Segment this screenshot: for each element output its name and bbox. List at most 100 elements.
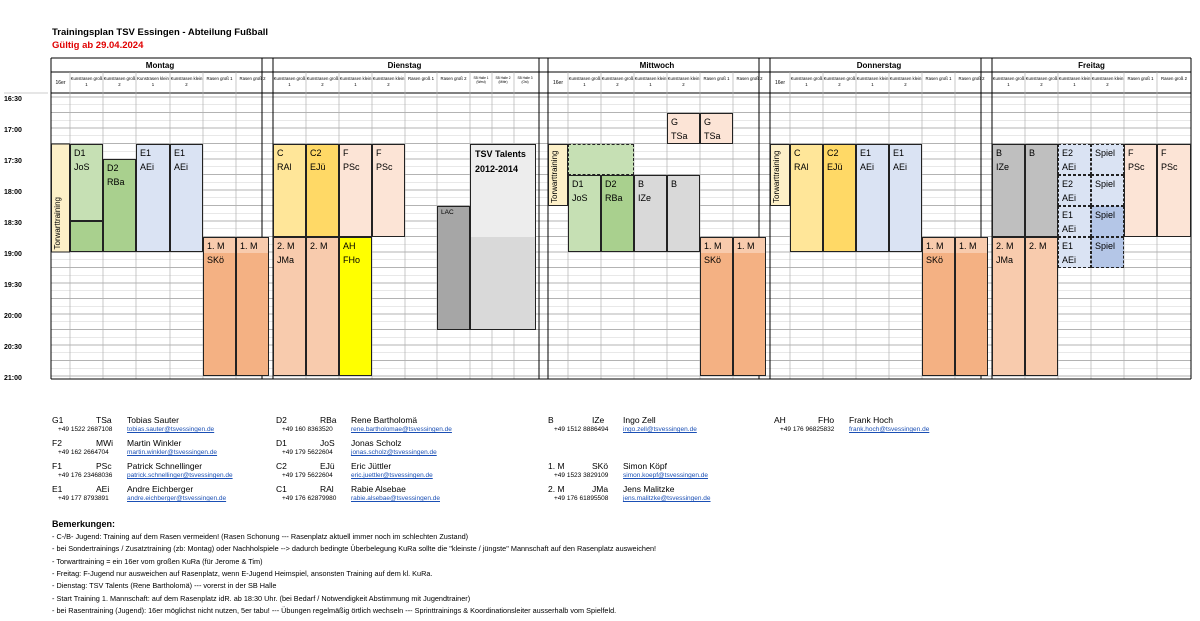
contact-abbreviation: IZe xyxy=(592,415,605,425)
training-block: B xyxy=(667,174,700,252)
contact-email-link[interactable]: jens.malitzke@tsvessingen.de xyxy=(623,495,711,502)
training-block: 1. M SKö xyxy=(700,236,733,376)
contact-email-link[interactable]: andre.eichberger@tsvessingen.de xyxy=(127,495,227,502)
training-block: E1 AEi xyxy=(136,143,170,252)
contact-name: Frank Hoch xyxy=(849,415,893,425)
contact-email-link[interactable]: tobias.sauter@tsvessingen.de xyxy=(127,426,215,433)
contact-email-link[interactable]: ingo.zell@tsvessingen.de xyxy=(623,426,697,433)
training-block: TSV Talents 2012-2014 xyxy=(470,143,536,330)
contact-email-link[interactable]: jonas.scholz@tsvessingen.de xyxy=(351,449,437,456)
time-label: 17:00 xyxy=(4,127,22,134)
column-header: Rasen groß 2 xyxy=(440,76,467,81)
block-trainer-label: TSa xyxy=(671,130,688,141)
contact-phone: +49 176 62879980 xyxy=(282,495,337,502)
column-header: Kunstrasen groß 2 xyxy=(306,76,339,87)
contact-email-link[interactable]: simon.koepf@tsvessingen.de xyxy=(623,472,709,479)
contact-name: Andre Eichberger xyxy=(127,484,194,494)
block-team-label: E2 xyxy=(1062,147,1074,158)
training-block: LAC xyxy=(437,205,470,330)
contact-name: Ingo Zell xyxy=(623,415,656,425)
contact-team-code: D2 xyxy=(276,415,287,425)
training-block: Spiel xyxy=(1091,236,1124,268)
block-trainer-label: EJü xyxy=(310,161,326,172)
block-trainer-label: JMa xyxy=(996,254,1014,265)
contact-name: Jonas Scholz xyxy=(351,438,402,448)
block-trainer-label: EJü xyxy=(827,161,843,172)
time-label: 19:00 xyxy=(4,251,22,258)
contact-abbreviation: RAl xyxy=(320,484,334,494)
block-team-label: Spiel xyxy=(1095,240,1116,251)
training-block: 1. M xyxy=(236,236,269,376)
training-block: E1 AEi xyxy=(889,143,922,252)
contact-phone: +49 179 5622604 xyxy=(282,472,333,479)
training-block: Torwarttraining xyxy=(770,143,790,206)
training-block: 1. M xyxy=(955,236,988,376)
column-header: Kunstrasen klein 2 xyxy=(1091,76,1124,87)
contact-phone: +49 177 8793891 xyxy=(58,495,109,502)
block-trainer-label: IZe xyxy=(996,161,1010,172)
block-team-label: D2 xyxy=(605,178,617,189)
time-label: 20:30 xyxy=(4,344,22,351)
column-header: Kunstrasen groß 1 xyxy=(568,76,601,87)
training-block: E1 AEi xyxy=(1058,236,1091,268)
training-schedule-grid: Montag 16er Kunstrasen groß 1 Kunstrasen gr… xyxy=(4,57,1192,382)
training-block: C2 EJü xyxy=(823,143,856,252)
block-team-label: Spiel xyxy=(1095,178,1116,189)
block-trainer-label: PSc xyxy=(376,161,393,172)
block-trainer-label: SKö xyxy=(207,254,225,265)
contact-name: Tobias Sauter xyxy=(127,415,179,425)
column-header: Kunstrasen klein 1 xyxy=(856,76,889,87)
training-block: C RAl xyxy=(790,143,823,252)
time-label: 17:30 xyxy=(4,158,22,165)
time-label: 21:00 xyxy=(4,375,22,382)
contact-email-link[interactable]: patrick.schnellinger@tsvessingen.de xyxy=(127,472,233,479)
contact-email-link[interactable]: eric.juettler@tsvessingen.de xyxy=(351,472,433,479)
contact-team-code: 2. M xyxy=(548,484,565,494)
training-block: D1 JoS xyxy=(568,174,601,252)
contact-abbreviation: FHo xyxy=(818,415,835,425)
column-header: Kunstrasen klein 2 xyxy=(889,76,922,87)
block-trainer-label: AEi xyxy=(893,161,908,172)
block-team-label: Torwarttraining xyxy=(772,150,781,203)
block-team-label: C2 xyxy=(310,147,322,158)
contact-team-code: G1 xyxy=(52,415,64,425)
contact-email-link[interactable]: rabie.alsebae@tsvessingen.de xyxy=(351,495,440,502)
time-label: 19:30 xyxy=(4,282,22,289)
column-header: Kunstrasen klein 1 xyxy=(137,76,169,87)
contact-email-link[interactable]: rene.bartholomae@tsvessingen.de xyxy=(351,426,452,433)
contact-abbreviation: EJü xyxy=(320,461,335,471)
contact-abbreviation: PSc xyxy=(96,461,112,471)
block-trainer-label: RBa xyxy=(107,177,125,187)
training-block: 2. M xyxy=(306,236,339,376)
contact-abbreviation: MWi xyxy=(96,438,113,448)
training-block: AH FHo xyxy=(339,236,372,376)
column-header: 16er xyxy=(774,80,785,86)
block-team-label: 1. M xyxy=(704,240,722,251)
block-team-label: B xyxy=(671,178,678,189)
column-header: SB Halle 1 (West) xyxy=(473,76,489,84)
column-header: Kunstrasen groß 2 xyxy=(823,76,856,87)
remark-line: - Torwarttraining = ein 16er vom großen … xyxy=(52,556,263,566)
contact-email-link[interactable]: martin.winkler@tsvessingen.de xyxy=(127,449,218,456)
contact-email-link[interactable]: frank.hoch@tsvessingen.de xyxy=(849,426,930,433)
column-header: Kunstrasen groß 1 xyxy=(790,76,823,87)
block-team-label: D1 xyxy=(572,178,584,189)
block-trainer-label: IZe xyxy=(638,192,652,203)
block-team-label: TSV Talents xyxy=(475,148,526,159)
training-block: E1 AEi xyxy=(1058,205,1091,237)
block-trainer-label: JoS xyxy=(74,161,90,172)
day-header-mittwoch: Mittwoch xyxy=(639,61,675,70)
contact-team-code: F2 xyxy=(52,438,62,448)
training-block: F PSc xyxy=(1157,143,1191,237)
block-trainer-label: AEi xyxy=(1062,223,1077,234)
contact-phone: +49 1522 2687108 xyxy=(58,426,113,433)
training-block: D2 RBa xyxy=(601,174,634,252)
contact-phone: +49 1523 3829109 xyxy=(554,472,609,479)
column-header: SB Halle 3 (Ost) xyxy=(517,76,533,84)
column-header: Kunstrasen groß 1 xyxy=(273,76,306,87)
block-trainer-label: AEi xyxy=(860,161,875,172)
column-header: Kunstrasen groß 1 xyxy=(992,76,1025,87)
column-header: Kunstrasen groß 2 xyxy=(1025,76,1058,87)
training-block: Spiel xyxy=(1091,143,1124,175)
contact-team-code: 1. M xyxy=(548,461,565,471)
